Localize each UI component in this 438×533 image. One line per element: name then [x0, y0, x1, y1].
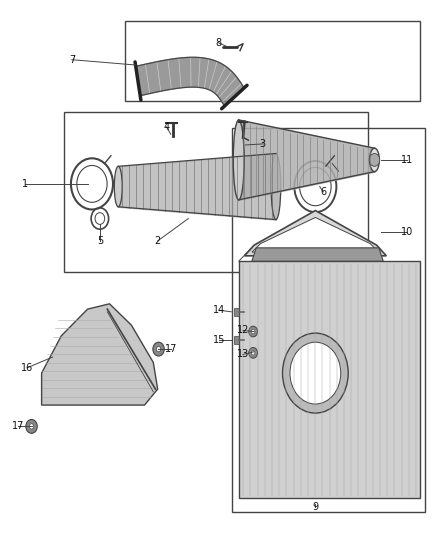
- Polygon shape: [136, 57, 244, 106]
- Ellipse shape: [233, 120, 244, 200]
- Text: 9: 9: [312, 503, 318, 512]
- Text: 3: 3: [260, 139, 266, 149]
- Circle shape: [251, 351, 255, 355]
- Bar: [64, 112, 368, 272]
- Ellipse shape: [271, 154, 281, 220]
- Circle shape: [249, 326, 258, 337]
- Text: 17: 17: [165, 344, 177, 354]
- Text: 13: 13: [237, 350, 249, 359]
- Text: 4: 4: [163, 122, 170, 132]
- Text: 6: 6: [320, 187, 326, 197]
- Text: 14: 14: [213, 305, 225, 315]
- Text: 17: 17: [12, 422, 25, 431]
- Text: 2: 2: [155, 236, 161, 246]
- Bar: [125, 21, 420, 101]
- Text: 12: 12: [237, 326, 249, 335]
- Text: 5: 5: [97, 236, 103, 246]
- Polygon shape: [244, 211, 386, 256]
- Circle shape: [153, 342, 164, 356]
- Circle shape: [156, 346, 161, 352]
- Ellipse shape: [370, 148, 379, 172]
- Text: 11: 11: [401, 155, 413, 165]
- Circle shape: [29, 424, 34, 429]
- Text: 10: 10: [401, 227, 413, 237]
- Text: 16: 16: [21, 363, 33, 373]
- Circle shape: [251, 329, 255, 334]
- Circle shape: [290, 342, 341, 404]
- Text: 8: 8: [215, 38, 221, 47]
- Circle shape: [283, 333, 348, 413]
- Bar: [232, 128, 425, 512]
- Bar: [239, 261, 420, 498]
- Bar: [234, 308, 239, 316]
- Polygon shape: [252, 217, 379, 252]
- Polygon shape: [252, 248, 383, 261]
- Polygon shape: [42, 304, 158, 405]
- Text: 7: 7: [69, 55, 75, 64]
- Text: 15: 15: [213, 335, 225, 345]
- Text: 1: 1: [22, 179, 28, 189]
- Circle shape: [369, 154, 380, 166]
- Bar: [234, 336, 239, 344]
- Ellipse shape: [114, 166, 122, 207]
- Circle shape: [249, 348, 258, 358]
- Circle shape: [26, 419, 37, 433]
